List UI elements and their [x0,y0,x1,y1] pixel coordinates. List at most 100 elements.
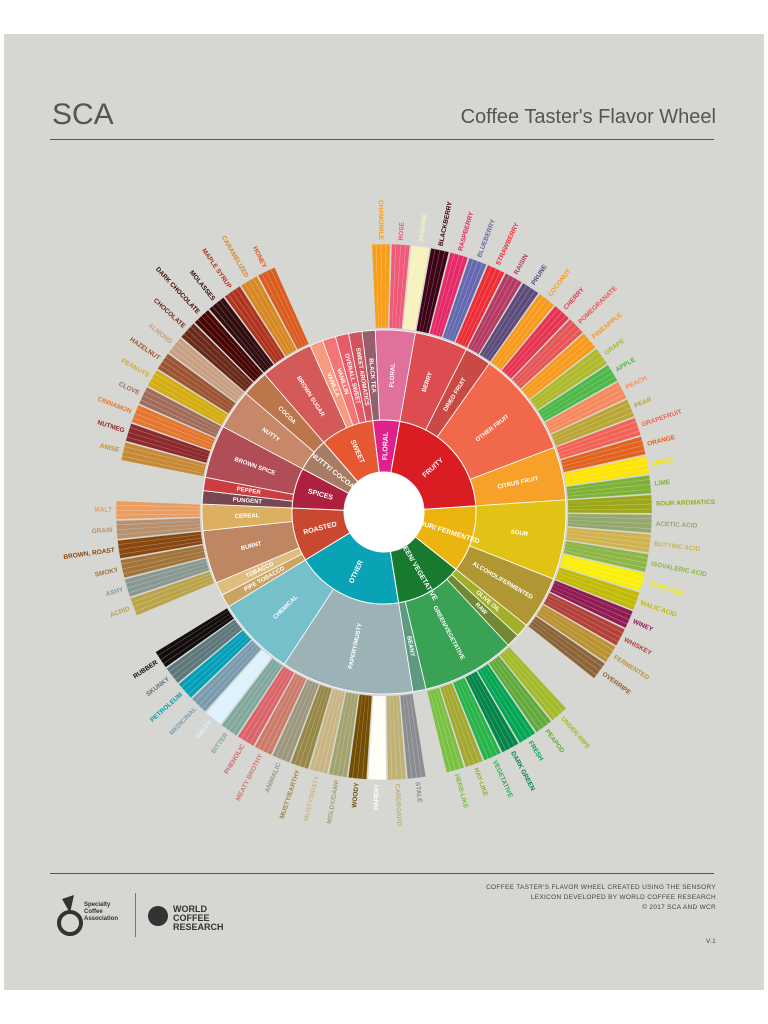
leaf-stripe [473,672,516,746]
leaf-stripe [561,440,643,464]
leaf-stripe [435,254,460,336]
leaf-stripe [385,244,387,329]
wcr-logo-text: WORLD COFFEE RESEARCH [173,904,224,932]
leaf-label: BLACKBERRY [438,200,454,246]
leaf-label: ACETIC ACID [656,521,698,530]
leaf-stripe [513,321,574,382]
credit-line: COFFEE TASTER'S FLAVOR WHEEL CREATED USI… [486,884,716,891]
flavor-leaf [537,364,618,422]
leaf-stripe [337,693,353,777]
leaf-stripe [116,504,201,508]
leaf-stripe [547,389,623,429]
flavor-leaf [488,655,552,733]
leaf-stripe [566,533,651,544]
flavor-leaf [536,604,616,663]
leaf-stripe [501,653,556,718]
leaf-stripe [409,694,422,778]
leaf-stripe [558,569,639,597]
leaf-stripe [280,681,314,760]
leaf-label: CLOVE [117,381,141,397]
leaf-label: SMOKY [94,567,119,579]
leaf-stripe [541,372,613,417]
leaf-stripe [567,523,652,530]
flavor-leaf [155,607,235,668]
leaf-stripe [371,695,377,780]
leaf-stripe [116,520,201,526]
leaf-label: PAPERY [373,783,381,810]
leaf-stripe [171,624,239,677]
flavor-leaf [205,649,272,725]
leaf-stripe [565,464,648,480]
leaf-label: PRUNE [530,263,549,286]
subcategory-label: BLACK TEA [367,358,376,394]
leaf-stripe [556,576,636,607]
flavor-leaf [120,544,206,579]
leaf-stripe [144,390,220,429]
leaf-label: CHOCOLATE [152,297,187,330]
leaf-stripe [174,627,241,680]
leaf-stripe [162,360,233,409]
leaf-stripe [422,249,441,333]
leaf-label: CHERRY [563,286,587,311]
leaf-stripe [503,308,559,373]
leaf-stripe [142,395,219,432]
flavor-leaf [194,309,264,383]
leaf-stripe [163,616,233,665]
leaf-stripe [549,394,625,432]
leaf-stripe [405,245,416,330]
leaf-stripe [232,663,281,734]
flavor-leaf [452,677,502,761]
leaf-stripe [564,546,648,564]
leaf-stripe [184,634,248,692]
leaf-stripe [213,653,267,719]
leaf-stripe [476,279,519,353]
leaf-label: PEACH [625,375,649,392]
leaf-stripe [436,688,461,769]
leaf-stripe [487,290,536,361]
leaf-stripe [567,488,652,497]
leaf-stripe [128,431,209,458]
leaf-label: RASPBERRY [457,210,475,252]
leaf-stripe [533,618,603,668]
leaf-label: CHAMOMILE [377,200,384,241]
flavor-leaf [166,619,243,684]
subcategory-label: PUNGENT [233,497,263,505]
leaf-stripe [204,312,262,376]
leaf-label: WHISKEY [623,637,654,658]
leaf-label: STRAWBERRY [495,221,521,266]
leaf-stripe [552,403,630,438]
flavor-leaf [555,417,641,460]
leaf-stripe [362,695,370,780]
credit: COFFEE TASTER'S FLAVOR WHEEL CREATED USI… [486,883,716,913]
leaf-label: MUSTY/EARTHY [279,768,302,819]
leaf-stripe [395,244,402,329]
leaf-stripe [566,479,651,490]
leaf-label: PINEAPPLE [591,311,624,340]
leaf-stripe [432,253,455,335]
leaf-stripe [149,381,224,423]
leaf-stripe [154,373,227,418]
leaf-stripe [537,612,609,660]
leaf-label: CARDBOARD [393,784,402,827]
leaf-label: FRESH [527,740,545,763]
leaf-stripe [565,543,649,559]
flavor-leaf [221,658,284,737]
leaf-stripe [303,687,330,768]
leaf-label: BITTER [210,732,229,755]
leaf-stripe [566,536,650,549]
leaf-stripe [216,302,269,369]
flavor-leaf [237,665,295,747]
leaf-stripe [539,609,611,655]
flavor-leaf [543,592,626,646]
leaf-label: RUBBER [132,659,159,680]
leaf-stripe [121,547,204,565]
leaf-stripe [544,601,619,643]
credit-line: LEXICON DEVELOPED BY WORLD COFFEE RESEAR… [530,894,716,901]
leaf-stripe [567,503,652,507]
leaf-stripe [376,695,380,780]
leaf-stripe [455,681,489,760]
flavor-leaf [555,567,640,611]
flavor-leaf [429,252,469,338]
leaf-stripe [448,260,479,340]
